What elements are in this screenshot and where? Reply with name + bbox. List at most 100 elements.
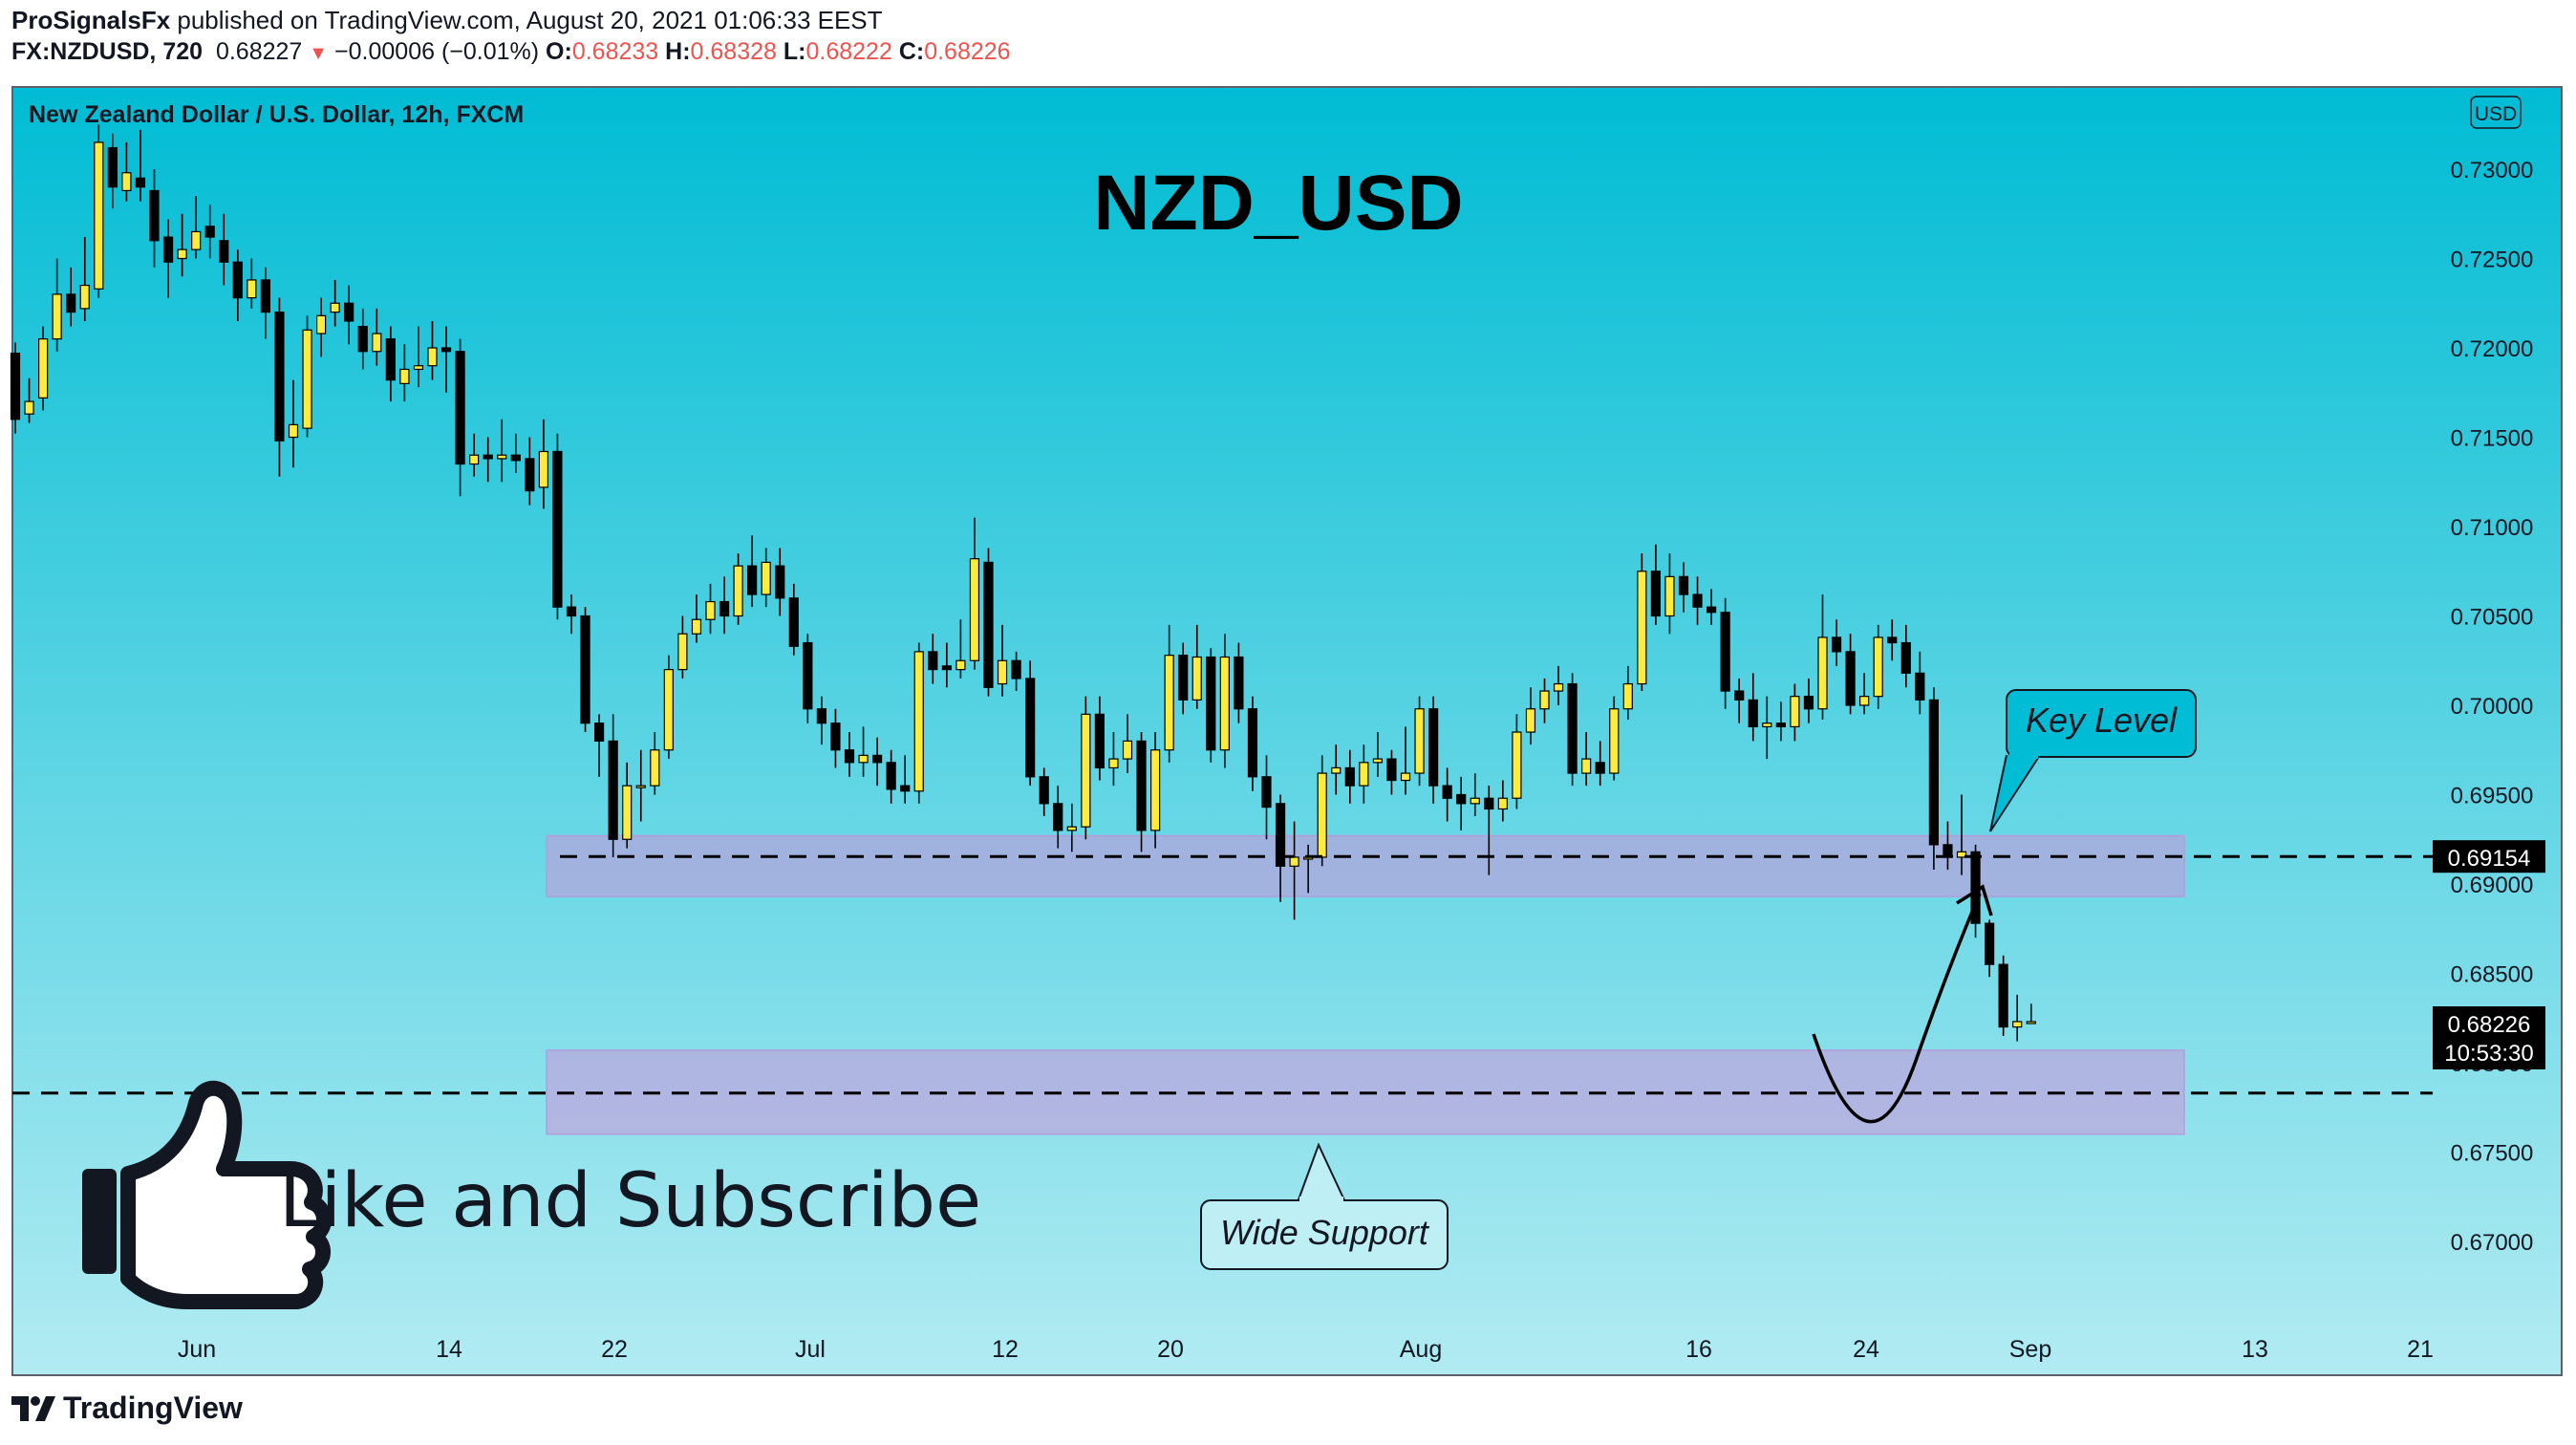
candle-body — [775, 565, 785, 599]
candle-body — [747, 565, 758, 595]
candle-body — [316, 314, 327, 334]
candle — [1525, 687, 1536, 745]
candle-body — [66, 293, 76, 313]
key-level-callout — [2006, 689, 2197, 758]
candle-body — [1178, 655, 1189, 701]
candle — [1206, 648, 1216, 763]
candle-body — [302, 329, 312, 429]
candle-body — [1025, 678, 1036, 778]
candle — [913, 642, 924, 804]
candle — [830, 708, 841, 768]
chart-title: NZD_USD — [1093, 160, 1463, 247]
projection-arrowhead-icon — [1956, 884, 1993, 917]
candle — [455, 338, 465, 497]
candle-body — [1734, 690, 1745, 701]
candle-body — [1650, 571, 1662, 617]
candle — [1247, 696, 1258, 791]
candle — [593, 714, 605, 777]
candle-body — [399, 368, 410, 385]
candle-body — [650, 749, 660, 787]
candle-body — [886, 762, 896, 790]
candle — [1386, 749, 1397, 795]
candle — [1873, 624, 1883, 709]
candle — [747, 535, 758, 608]
candle-body — [761, 561, 771, 595]
candle — [288, 379, 299, 468]
y-tick-label: 0.69500 — [2451, 784, 2534, 809]
candle-body — [983, 561, 994, 688]
author-name[interactable]: ProSignalsFx — [11, 6, 171, 34]
candle-body — [622, 785, 633, 840]
candle — [635, 749, 646, 822]
y-tick-label: 0.70000 — [2451, 694, 2534, 720]
candle-body — [580, 615, 590, 724]
candle — [1289, 821, 1299, 920]
candle — [66, 267, 76, 327]
y-tick-label: 0.73000 — [2451, 158, 2534, 183]
candle — [1359, 744, 1369, 804]
candle — [219, 213, 229, 286]
candle-body — [941, 665, 952, 671]
candle — [1650, 544, 1662, 625]
candle — [1790, 683, 1800, 742]
candle — [204, 205, 215, 259]
close-value: 0.68226 — [924, 38, 1011, 65]
x-tick-label: 14 — [436, 1336, 462, 1363]
candle — [928, 634, 938, 684]
candle-body — [162, 236, 174, 263]
candle-body — [663, 668, 674, 751]
candle — [969, 517, 980, 670]
candle-body — [1692, 593, 1703, 608]
x-tick-label: 24 — [1853, 1336, 1879, 1363]
candle — [844, 732, 855, 777]
candle-body — [177, 248, 187, 260]
candle-body — [191, 230, 202, 250]
candle — [135, 129, 146, 202]
candle-body — [1887, 636, 1898, 644]
candle — [1581, 732, 1592, 787]
candle — [983, 548, 994, 697]
y-tick-label: 0.69000 — [2451, 873, 2534, 898]
candle — [413, 326, 424, 388]
candle-body — [1066, 826, 1077, 831]
candle-body — [357, 325, 368, 353]
candle-body — [247, 279, 257, 299]
candle-body — [1998, 963, 2008, 1028]
candle — [1136, 732, 1147, 852]
candle-body — [1845, 651, 1856, 706]
candle-body — [1817, 636, 1828, 710]
tradingview-logo[interactable]: TradingView — [11, 1391, 243, 1426]
candle — [1900, 624, 1911, 688]
candle — [177, 213, 187, 277]
candle-body — [497, 454, 507, 460]
candle — [24, 377, 34, 423]
y-tick-label: 0.72000 — [2451, 336, 2534, 362]
candle-body — [1372, 758, 1384, 764]
x-tick-label: Sep — [2009, 1336, 2051, 1363]
y-tick-label: 0.71000 — [2451, 515, 2534, 541]
candle — [1149, 732, 1161, 849]
y-tick-label: 0.67000 — [2451, 1230, 2534, 1256]
candle-body — [928, 651, 938, 671]
candle-body — [1317, 772, 1327, 858]
candle — [344, 285, 354, 345]
candle-body — [1803, 696, 1814, 710]
candle-body — [1553, 682, 1564, 692]
candle — [705, 583, 716, 635]
candle — [191, 196, 202, 259]
candle — [1039, 767, 1049, 816]
candle-body — [1206, 656, 1216, 751]
candle-body — [593, 722, 605, 743]
currency-badge[interactable]: USD — [2470, 96, 2522, 129]
candle-body — [135, 177, 146, 188]
candle — [871, 737, 883, 787]
key-level-zone — [546, 834, 2185, 897]
candle-body — [1873, 636, 1883, 698]
candle-body — [427, 347, 438, 367]
x-tick-label: 16 — [1685, 1336, 1712, 1363]
candle — [247, 258, 257, 309]
key-level-price: 0.69154 — [2448, 846, 2531, 872]
candle-body — [1748, 699, 1758, 728]
candle — [1512, 714, 1522, 809]
